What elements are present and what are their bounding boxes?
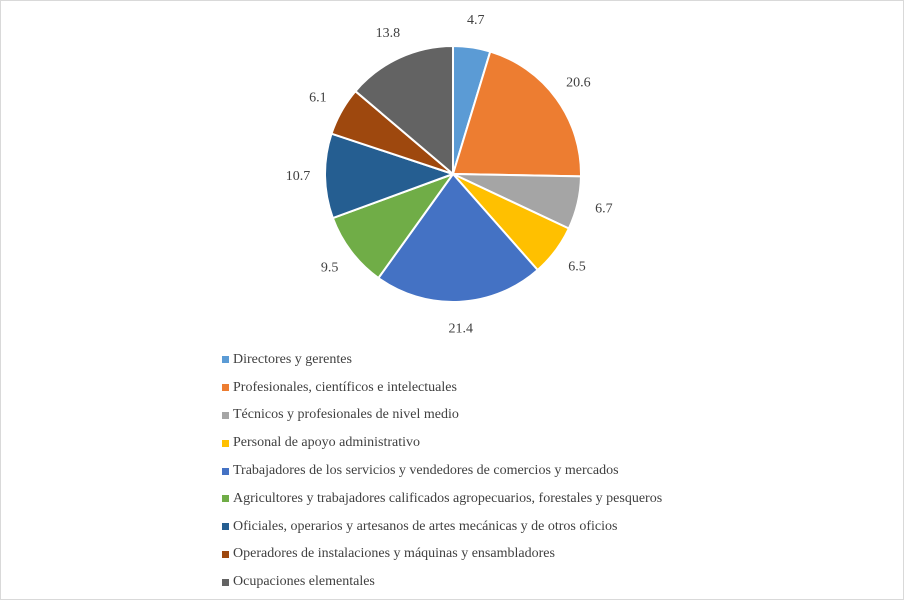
legend-item: Operadores de instalaciones y máquinas y… <box>222 541 662 569</box>
legend-label: Ocupaciones elementales <box>233 574 375 590</box>
legend-item: Ocupaciones elementales <box>222 568 662 596</box>
legend-item: Oficiales, operarios y artesanos de arte… <box>222 513 662 541</box>
data-label: 21.4 <box>449 321 474 336</box>
legend-swatch <box>222 495 229 503</box>
legend-swatch <box>222 578 229 586</box>
legend-label: Oficiales, operarios y artesanos de arte… <box>233 518 618 534</box>
pie-slice <box>377 173 539 303</box>
legend-item: Trabajadores de los servicios y vendedor… <box>222 457 662 485</box>
data-label: 6.7 <box>595 202 613 217</box>
pie-slice <box>331 173 454 280</box>
legend-swatch <box>222 550 229 558</box>
legend-label: Técnicos y profesionales de nivel medio <box>233 407 459 423</box>
legend-label: Operadores de instalaciones y máquinas y… <box>233 546 555 562</box>
legend: Directores y gerentes Profesionales, cien… <box>222 346 662 596</box>
data-label: 13.8 <box>376 26 401 41</box>
legend-swatch <box>222 523 229 531</box>
pie-slice <box>354 45 454 175</box>
data-label: 6.5 <box>568 260 586 275</box>
legend-label: Directores y gerentes <box>233 351 352 367</box>
legend-swatch <box>222 384 229 392</box>
legend-label: Personal de apoyo administrativo <box>233 435 421 451</box>
data-label: 6.1 <box>309 91 327 106</box>
legend-item: Profesionales, científicos e intelectual… <box>222 374 662 402</box>
data-label: 20.6 <box>566 75 591 90</box>
pie-slice <box>452 50 582 178</box>
data-label: 9.5 <box>321 260 339 275</box>
legend-item: Directores y gerentes <box>222 346 662 374</box>
legend-item: Personal de apoyo administrativo <box>222 429 662 457</box>
legend-label: Trabajadores de los servicios y vendedor… <box>233 463 619 479</box>
legend-swatch <box>222 439 229 447</box>
legend-label: Profesionales, científicos e intelectual… <box>233 379 457 395</box>
legend-item: Técnicos y profesionales de nivel medio <box>222 402 662 430</box>
legend-label: Agricultores y trabajadores calificados … <box>233 490 663 506</box>
data-label: 4.7 <box>467 13 485 28</box>
legend-swatch <box>222 356 229 364</box>
legend-item: Agricultores y trabajadores calificados … <box>222 485 662 513</box>
legend-swatch <box>222 467 229 475</box>
legend-swatch <box>222 411 229 419</box>
data-label: 10.7 <box>286 169 311 184</box>
pie-slice <box>324 132 454 220</box>
